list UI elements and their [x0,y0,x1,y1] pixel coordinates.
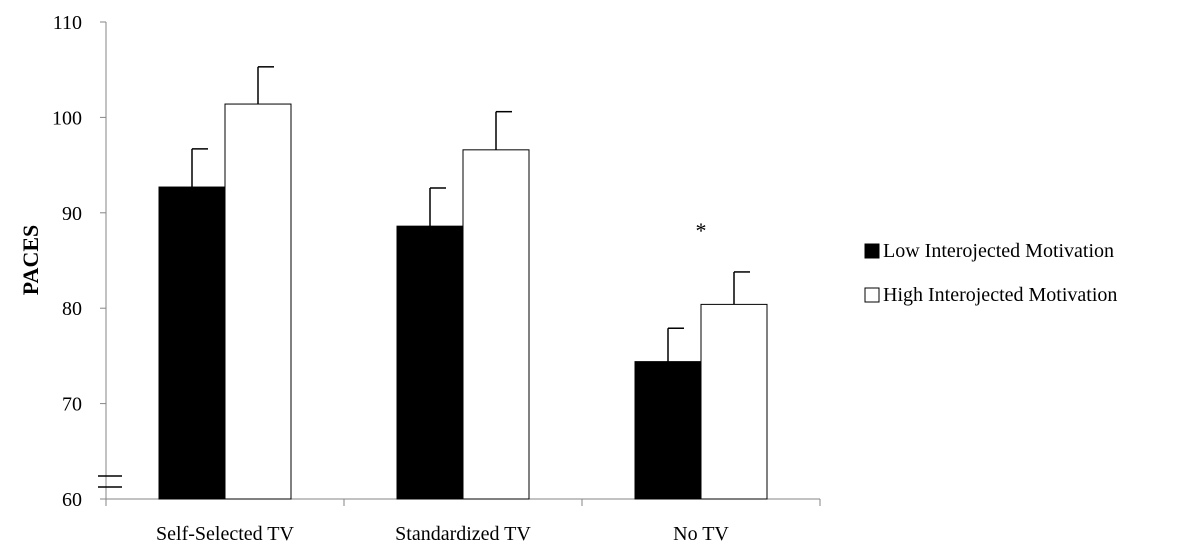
legend: Low Interojected Motivation High Interoje… [864,240,1117,306]
y-tick-label: 70 [62,394,82,416]
bar [158,186,226,500]
y-tick-label: 80 [62,298,82,320]
y-axis-label: PACES [18,225,43,296]
bar [462,149,530,500]
legend-label: High Interojected Motivation [883,284,1117,306]
bar [224,103,292,500]
x-tick-label: Self-Selected TV [156,523,294,545]
bar [396,225,464,500]
x-tick-label: No TV [673,523,729,545]
y-tick-label: 100 [52,107,82,129]
plot-area: 60 70 80 90 100 110 Self-Selected TV Standardiz… [52,12,821,545]
x-tick-label: Standardized TV [395,523,531,545]
y-tick-label: 60 [62,489,82,511]
y-tick-label: 110 [53,12,82,34]
legend-swatch [864,287,880,303]
legend-swatch [864,243,880,259]
bar [634,361,702,500]
legend-label: Low Interojected Motivation [883,240,1114,262]
significance-marker: * [696,218,707,243]
y-tick-label: 90 [62,203,82,225]
bar [700,303,768,500]
